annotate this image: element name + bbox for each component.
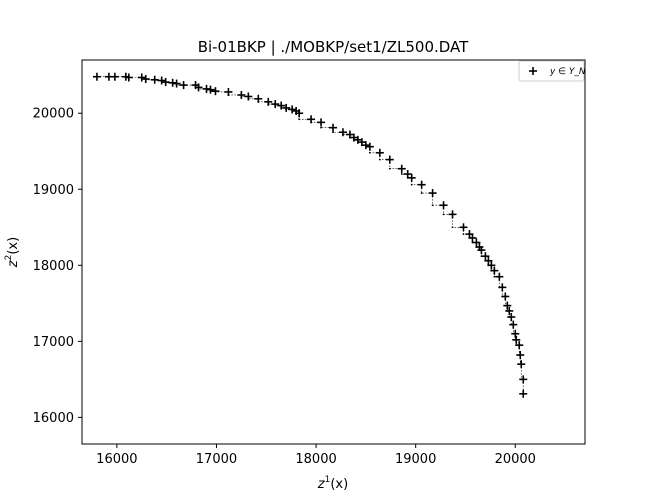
- y-tick-label-4: 20000: [33, 107, 74, 122]
- corner-point-44: [420, 192, 423, 194]
- data-point-9: [161, 78, 170, 87]
- x-axis-label: z1(x): [317, 475, 348, 492]
- data-point-12: [179, 81, 188, 90]
- data-point-7: [150, 75, 159, 84]
- y-tick-label-2: 18000: [33, 259, 74, 274]
- x-tick-label-3: 19000: [395, 452, 436, 467]
- data-point-68: [516, 351, 525, 360]
- legend-marker: [529, 67, 537, 75]
- data-point-6: [141, 75, 150, 84]
- data-point-57: [490, 266, 499, 275]
- data-point-54: [481, 252, 490, 261]
- data-point-30: [317, 118, 326, 127]
- corner-point-41: [400, 173, 403, 175]
- data-point-50: [468, 233, 477, 242]
- data-point-17: [211, 87, 220, 96]
- corner-point-39: [378, 158, 381, 161]
- y-axis-label: z2(x): [4, 237, 21, 268]
- data-point-42: [403, 170, 412, 179]
- data-point-45: [428, 189, 437, 198]
- legend-marker-plus: [529, 67, 537, 75]
- data-point-8: [157, 76, 166, 85]
- data-point-28: [295, 109, 304, 118]
- corner-point-46: [442, 213, 445, 216]
- data-point-32: [338, 128, 347, 137]
- data-point-44: [417, 180, 426, 189]
- data-point-16: [206, 85, 215, 94]
- plot-frame: [81, 59, 586, 445]
- data-point-55: [484, 256, 493, 265]
- data-point-48: [459, 223, 468, 232]
- data-point-58: [495, 272, 504, 281]
- data-point-5: [137, 73, 146, 82]
- x-tick-label-1: 17000: [196, 452, 237, 467]
- data-point-29: [307, 115, 316, 124]
- chart-title: Bi-01BKP | ./MOBKP/set1/ZL500.DAT: [198, 38, 469, 56]
- data-point-53: [477, 246, 486, 255]
- data-point-47: [448, 210, 457, 219]
- data-point-70: [519, 375, 528, 384]
- points-layer: [92, 72, 528, 398]
- legend-box: [518, 60, 585, 82]
- corner-point-57: [493, 275, 496, 278]
- data-point-18: [224, 87, 233, 96]
- legend: y ∈ Y_N: [518, 60, 586, 82]
- data-point-43: [407, 173, 416, 182]
- data-point-26: [288, 105, 297, 114]
- data-point-11: [172, 79, 181, 88]
- data-point-24: [277, 101, 286, 110]
- data-point-66: [512, 335, 521, 344]
- data-point-51: [472, 238, 481, 247]
- data-point-2: [110, 72, 119, 81]
- data-point-46: [439, 201, 448, 210]
- corner-point-28: [298, 118, 301, 121]
- corner-point-31: [332, 131, 334, 134]
- data-point-56: [487, 261, 496, 270]
- data-point-59: [498, 283, 507, 292]
- corner-point-45: [431, 204, 434, 207]
- data-point-71: [519, 389, 528, 398]
- data-point-14: [194, 83, 203, 92]
- data-point-19: [237, 90, 246, 99]
- corner-point-30: [320, 126, 322, 129]
- y-tick-label-3: 19000: [33, 183, 74, 198]
- data-point-69: [517, 360, 526, 369]
- data-point-21: [254, 94, 263, 103]
- data-point-4: [124, 73, 133, 82]
- data-point-31: [329, 123, 338, 132]
- data-point-25: [282, 103, 291, 112]
- data-point-38: [365, 142, 374, 151]
- data-point-67: [515, 341, 524, 350]
- data-point-40: [385, 155, 394, 164]
- data-point-64: [509, 320, 518, 329]
- data-point-0: [92, 72, 101, 81]
- corner-point-43: [410, 183, 413, 186]
- data-point-37: [361, 141, 370, 150]
- data-point-60: [501, 292, 510, 301]
- data-point-61: [503, 301, 512, 310]
- x-tick-label-2: 18000: [295, 452, 336, 467]
- corner-point-47: [451, 226, 454, 229]
- corner-point-40: [388, 167, 391, 170]
- data-point-20: [244, 92, 253, 101]
- data-point-62: [505, 306, 514, 315]
- y-tick-label-0: 16000: [33, 411, 74, 426]
- data-point-65: [511, 329, 520, 338]
- x-ticks: 16000 17000 18000 19000 20000: [96, 444, 536, 467]
- corner-point-38: [368, 151, 371, 154]
- x-tick-label-0: 16000: [96, 452, 137, 467]
- data-point-41: [397, 164, 406, 173]
- data-point-63: [507, 313, 516, 322]
- data-point-22: [264, 97, 273, 106]
- y-ticks: 16000 17000 18000 19000 20000: [33, 107, 82, 426]
- x-tick-label-4: 20000: [495, 452, 536, 467]
- corner-point-48: [462, 233, 465, 236]
- data-point-39: [375, 148, 384, 157]
- data-point-23: [271, 100, 280, 109]
- legend-label: y ∈ Y_N: [549, 67, 586, 77]
- y-tick-label-1: 17000: [33, 335, 74, 350]
